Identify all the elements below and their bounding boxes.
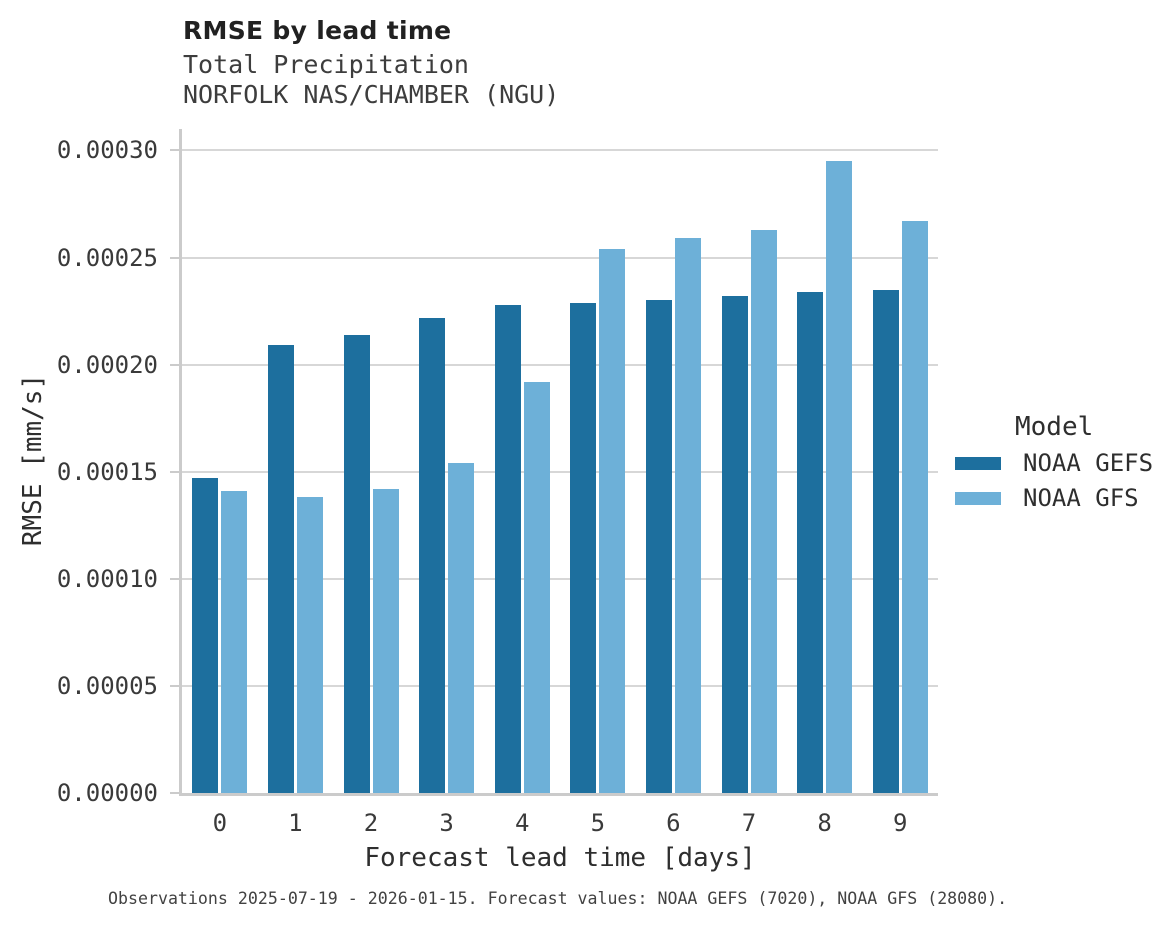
x-tick-label-1: 1 — [288, 809, 303, 837]
y-tick-mark-0.00000 — [170, 792, 179, 794]
x-tick-label-7: 7 — [741, 809, 757, 837]
legend-entry-noaa-gefs: NOAA GEFS — [955, 449, 1170, 477]
y-tick-label-0.00025: 0.00025 — [56, 243, 158, 272]
gridline-0.00025 — [182, 256, 938, 259]
bar-noaa-gfs-day-0 — [221, 491, 248, 793]
bar-noaa-gefs-day-3 — [419, 317, 446, 793]
y-axis-line — [179, 129, 182, 796]
x-tick-label-9: 9 — [892, 809, 908, 837]
bar-noaa-gfs-day-2 — [372, 488, 399, 793]
legend: Model NOAA GEFS NOAA GFS — [955, 412, 1170, 512]
y-tick-label-0.00015: 0.00015 — [56, 457, 158, 486]
bar-noaa-gefs-day-8 — [797, 291, 824, 793]
y-axis-title: RMSE [mm/s] — [18, 373, 48, 547]
y-tick-label-0.00010: 0.00010 — [56, 564, 158, 593]
plot-area: Forecast lead time [days] 0.00000 0.00005… — [57, 129, 938, 873]
y-tick-mark-0.00010 — [170, 577, 179, 580]
x-axis-line — [179, 793, 938, 796]
bar-noaa-gefs-day-0 — [192, 478, 219, 793]
legend-swatch-noaa-gefs-icon — [955, 456, 1001, 470]
y-tick-mark-0.00005 — [170, 684, 179, 687]
legend-entry-noaa-gfs: NOAA GFS — [955, 484, 1170, 512]
legend-swatch-noaa-gfs-icon — [955, 491, 1001, 505]
bar-noaa-gefs-day-4 — [494, 304, 521, 793]
bar-noaa-gefs-day-6 — [645, 300, 672, 793]
x-tick-label-6: 6 — [666, 809, 681, 837]
bar-noaa-gefs-day-9 — [872, 289, 899, 793]
gridline-0.00005 — [182, 684, 938, 687]
gridline-0.00030 — [182, 149, 938, 152]
bar-noaa-gfs-day-4 — [523, 381, 550, 793]
x-tick-label-2: 2 — [363, 809, 379, 837]
y-tick-mark-0.00030 — [170, 149, 179, 152]
chart-subtitle-station: NORFOLK NAS/CHAMBER (NGU) — [183, 80, 560, 109]
chart-subtitle-variable: Total Precipitation — [183, 50, 469, 79]
gridline-0.00010 — [182, 577, 938, 580]
bar-noaa-gfs-day-7 — [750, 229, 777, 793]
y-tick-label-0.00030: 0.00030 — [56, 136, 158, 165]
bar-noaa-gefs-day-7 — [721, 296, 748, 793]
x-tick-label-3: 3 — [439, 809, 454, 837]
footer-caption: Observations 2025-07-19 - 2026-01-15. Fo… — [108, 889, 1008, 908]
legend-title: Model — [1015, 412, 1094, 442]
gridline-0.00015 — [182, 470, 938, 473]
bar-noaa-gefs-day-5 — [570, 302, 597, 793]
gridline-0.00020 — [182, 363, 938, 366]
bar-noaa-gfs-day-5 — [599, 248, 626, 793]
y-tick-label-0.00005: 0.00005 — [56, 671, 158, 700]
x-axis-title: Forecast lead time [days] — [364, 843, 756, 873]
y-tick-mark-0.00025 — [170, 256, 179, 259]
x-tick-label-5: 5 — [590, 809, 606, 837]
bar-noaa-gfs-day-6 — [674, 238, 701, 793]
bar-noaa-gfs-day-1 — [296, 497, 323, 793]
y-tick-label-0.00020: 0.00020 — [56, 350, 158, 379]
legend-label-noaa-gfs: NOAA GFS — [1023, 484, 1139, 512]
y-tick-mark-0.00020 — [170, 363, 179, 366]
x-tick-label-0: 0 — [212, 809, 228, 837]
bar-noaa-gfs-day-9 — [901, 221, 928, 793]
y-tick-label-0.00000: 0.00000 — [56, 779, 158, 807]
legend-label-noaa-gefs: NOAA GEFS — [1023, 449, 1154, 477]
chart-title: RMSE by lead time — [183, 16, 452, 45]
bar-noaa-gefs-day-1 — [267, 345, 294, 793]
y-tick-mark-0.00015 — [170, 470, 179, 473]
x-tick-label-4: 4 — [514, 809, 530, 837]
bar-noaa-gfs-day-3 — [448, 463, 475, 793]
x-tick-label-8: 8 — [817, 809, 832, 837]
bar-noaa-gfs-day-8 — [826, 161, 853, 793]
bar-noaa-gefs-day-2 — [343, 334, 370, 793]
